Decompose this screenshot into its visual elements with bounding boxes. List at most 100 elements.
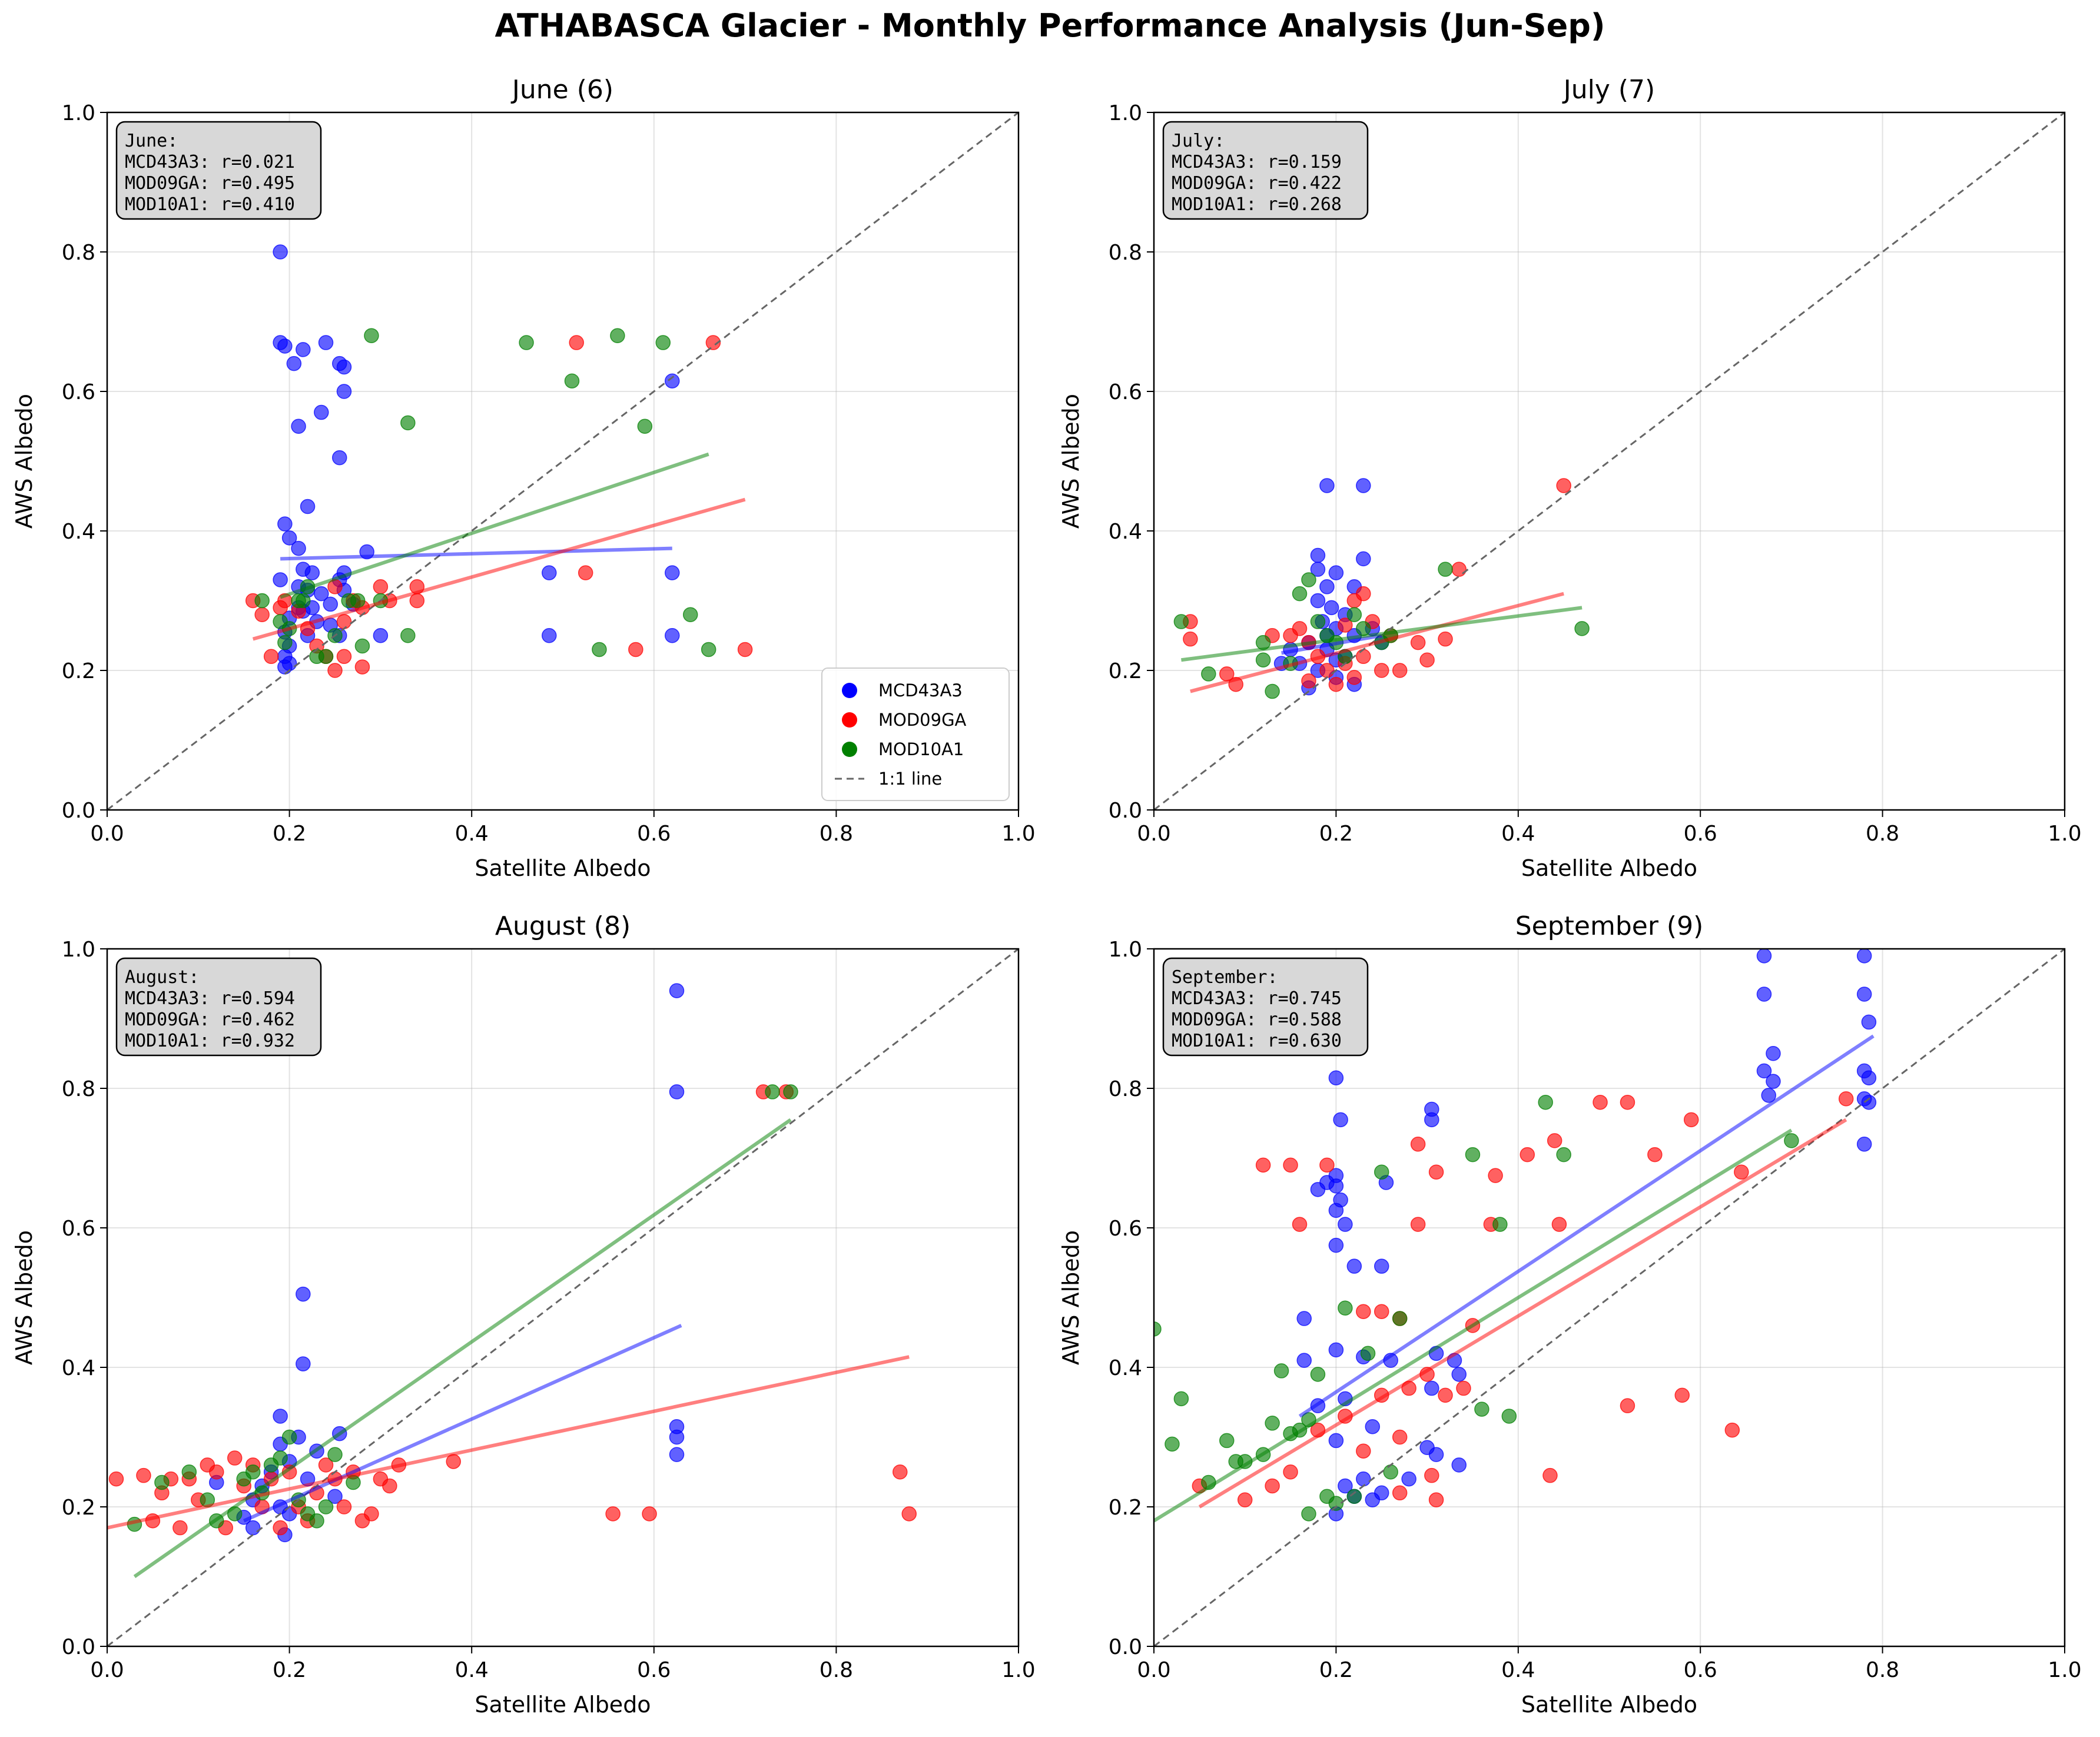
data-point-mcd43a3 [1856,1137,1872,1152]
x-tick-label: 0.8 [820,822,853,846]
data-point-mcd43a3 [1356,1471,1371,1487]
stats-line: MOD10A1: r=0.630 [1172,1031,1342,1051]
stats-box [1162,957,1369,1057]
fit-line-mod10a1 [280,452,709,599]
data-point-mcd43a3 [1338,1478,1353,1494]
data-point-mcd43a3 [336,384,352,399]
y-tick-label: 0.2 [62,1496,95,1520]
data-point-mod10a1 [327,1447,343,1462]
data-point-mod09ga [1488,1168,1503,1183]
data-point-mcd43a3 [1319,478,1335,493]
data-point-mod10a1 [1328,1496,1344,1511]
data-point-mod09ga [1551,1217,1567,1232]
y-tick-label: 0.2 [1109,659,1142,683]
data-point-mod10a1 [682,607,698,622]
data-point-mcd43a3 [1401,1471,1416,1487]
data-point-mcd43a3 [1328,1433,1344,1449]
data-point-mod09ga [893,1464,908,1480]
data-point-mcd43a3 [1365,1492,1381,1507]
data-point-mod10a1 [318,649,334,665]
data-point-mod09ga [1319,1157,1335,1173]
axes-frame [106,948,1020,1648]
data-point-mod10a1 [519,335,534,350]
data-point-mcd43a3 [1451,1457,1467,1473]
data-point-mod10a1 [350,593,366,609]
data-point-mod09ga [108,1471,124,1487]
data-point-mod09ga [1338,617,1353,633]
data-point-mod10a1 [655,335,671,350]
legend-marker-mcd43a3 [842,683,857,698]
fit-line-mod10a1 [133,1118,792,1578]
data-point-mod09ga [1428,1492,1444,1507]
y-axis-label: AWS Albedo [1058,1230,1084,1365]
x-tick-label: 1.0 [1001,1658,1035,1682]
y-tick-label: 0.6 [1109,380,1142,404]
data-point-mod09ga [1734,1164,1749,1180]
x-tick-label: 0.4 [1501,822,1535,846]
data-point-mod10a1 [1374,1164,1389,1180]
data-point-mod09ga [1838,1091,1854,1107]
data-point-mcd43a3 [1328,1203,1344,1218]
y-tick-label: 1.0 [62,101,95,125]
data-point-mod09ga [209,1464,224,1480]
data-point-mod09ga [1683,1112,1699,1128]
stats-line: June: [125,131,178,151]
x-tick-label: 0.6 [1684,822,1717,846]
fit-line-mcd43a3 [280,546,672,561]
data-point-mcd43a3 [1328,1070,1344,1085]
data-point-mod09ga [1356,586,1371,602]
data-point-mcd43a3 [1296,1311,1312,1326]
data-point-mod10a1 [1265,1416,1280,1431]
y-tick-label: 0.8 [1109,1077,1142,1101]
data-point-mod10a1 [1273,1363,1289,1379]
legend-label: MCD43A3 [878,680,963,700]
x-axis-label: Satellite Albedo [1521,1692,1697,1718]
y-tick-label: 1.0 [62,938,95,962]
fit-line-mod09ga [1198,1118,1847,1509]
data-point-mcd43a3 [1328,1237,1344,1253]
panel-2: 0.0 0.2 0.4 0.6 0.8 1.0 0.0 0.2 0.4 0.6 0.8 1.0 Sate… [1058,75,2082,881]
data-point-mod10a1 [354,638,370,654]
axes-frame [106,111,1020,811]
y-tick-label: 0.6 [1109,1217,1142,1241]
x-axis-label: Satellite Albedo [475,1692,651,1718]
data-point-mcd43a3 [1328,565,1344,580]
data-point-mcd43a3 [314,404,329,420]
data-point-mod10a1 [1383,1464,1398,1480]
data-point-mod09ga [336,1499,352,1515]
data-point-mod10a1 [296,593,311,609]
x-tick-label: 0.8 [1866,1658,1899,1682]
axes-frame [1153,948,2066,1648]
data-point-mod09ga [737,642,753,657]
stats-line: MOD09GA: r=0.588 [1172,1009,1342,1030]
data-point-mcd43a3 [1356,551,1371,567]
data-point-mod10a1 [400,415,416,431]
data-point-mcd43a3 [669,1084,685,1100]
data-point-mod10a1 [277,635,293,650]
legend-label: 1:1 line [878,769,942,789]
data-point-mcd43a3 [1856,949,1872,964]
data-point-mod09ga [1346,670,1362,685]
data-point-mod10a1 [1538,1094,1553,1110]
x-tick-label: 0.4 [455,1658,489,1682]
data-point-mcd43a3 [1451,1367,1467,1382]
data-point-mod09ga [1292,621,1308,636]
data-point-mod09ga [382,1478,397,1494]
legend-marker-mod10a1 [842,742,857,757]
data-point-mod09ga [1374,663,1389,678]
stats-line: September: [1172,967,1278,988]
y-tick-label: 0.2 [62,659,95,683]
data-point-mod09ga [1356,1443,1371,1459]
fit-line-mod09ga [107,1355,910,1530]
data-point-mod09ga [1428,1164,1444,1180]
data-point-mod09ga [1438,631,1453,647]
data-point-mod09ga [364,1506,379,1522]
data-point-mcd43a3 [281,530,297,546]
panel-title: September (9) [1515,911,1704,941]
y-tick-label: 0.0 [1109,1635,1142,1659]
data-point-mod09ga [1356,649,1371,665]
fit-line-mod09ga [252,497,746,641]
y-tick-label: 0.8 [1109,241,1142,265]
data-point-mod09ga [336,649,352,665]
data-point-mcd43a3 [669,1429,685,1445]
